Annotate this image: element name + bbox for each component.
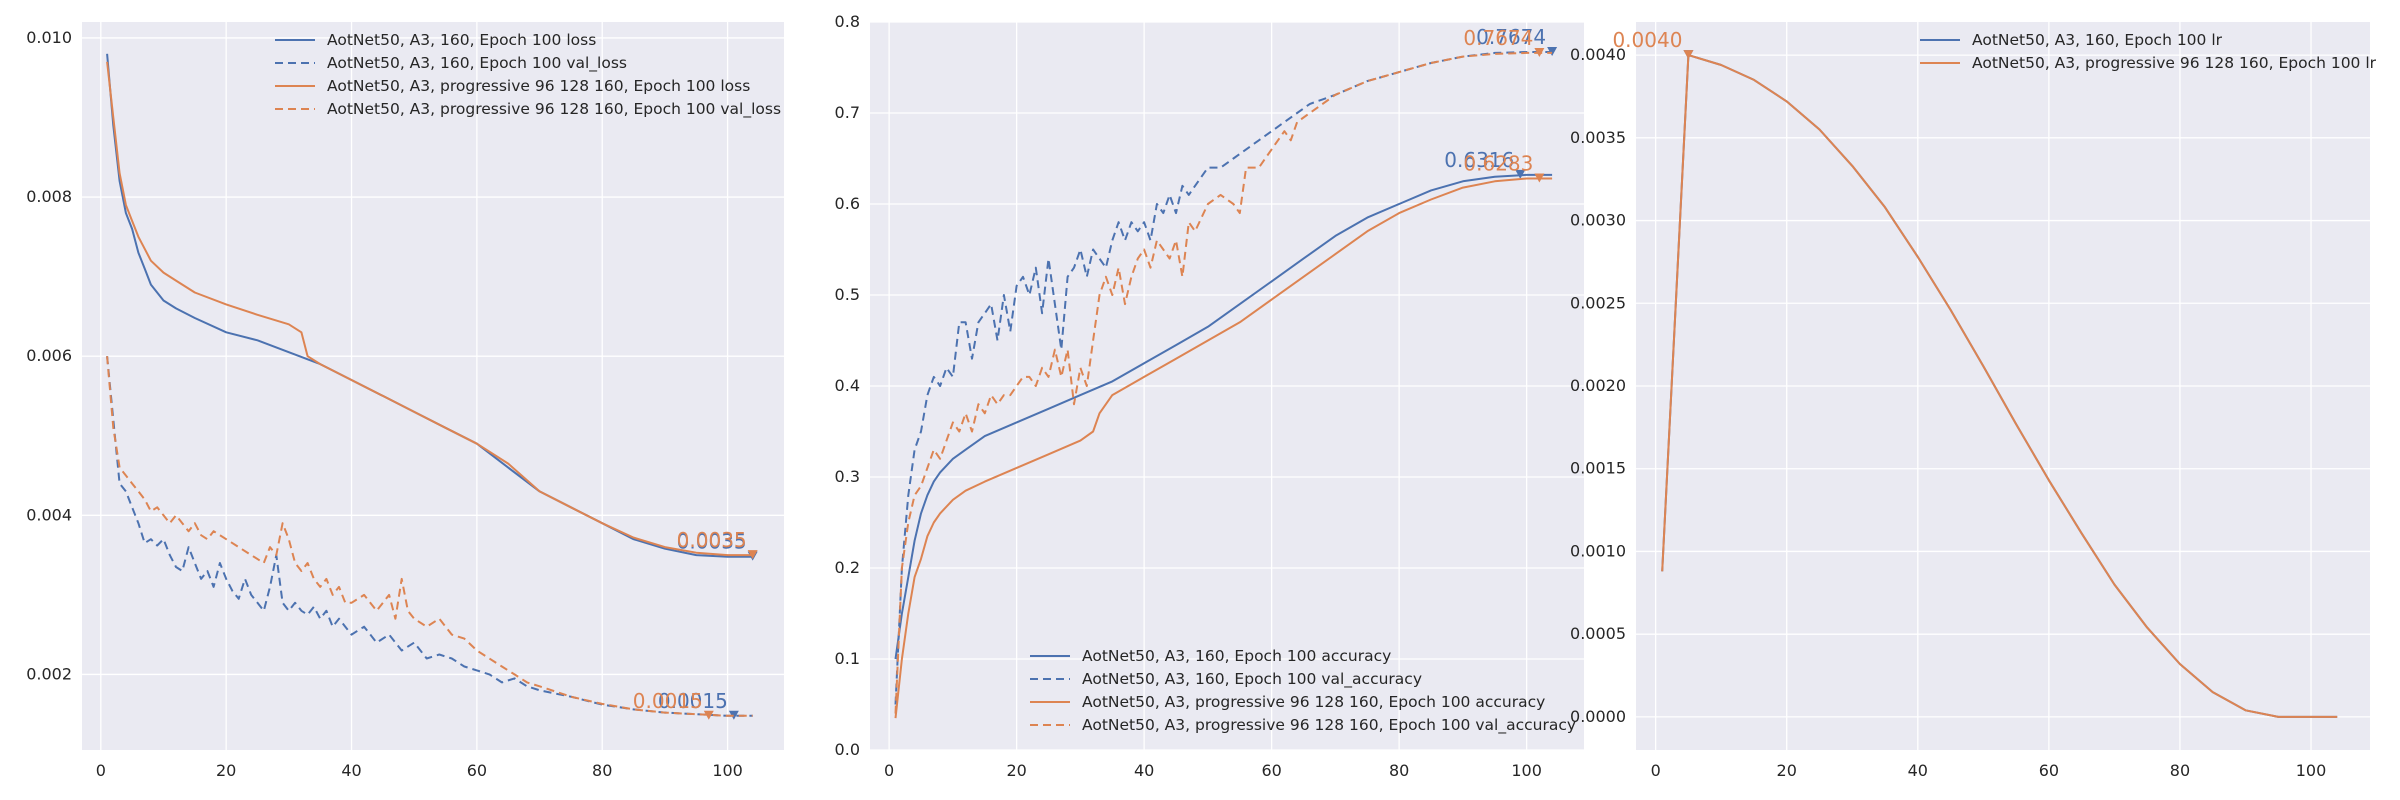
x-tick-label: 40: [1134, 761, 1154, 780]
legend: AotNet50, A3, 160, Epoch 100 lr AotNet50,…: [1920, 31, 2377, 72]
series-end-label: 0.6316: [1444, 148, 1514, 172]
x-tick-label: 0: [884, 761, 894, 780]
legend-entry: AotNet50, A3, progressive 96 128 160, Ep…: [1082, 693, 1545, 711]
series-end-marker: [1683, 50, 1694, 60]
legend: AotNet50, A3, 160, Epoch 100 accuracy Aot…: [1030, 647, 1576, 735]
y-tick-label: 0.7: [835, 103, 860, 122]
series-end-label: 0.7674: [1476, 25, 1546, 49]
series-end-marker: [1534, 47, 1545, 57]
y-tick-label: 0.6: [835, 194, 860, 213]
series-end-label: 0.0035: [677, 530, 747, 554]
legend-entry: AotNet50, A3, 160, Epoch 100 val_accurac…: [1082, 670, 1422, 689]
y-tick-label: 0.0035: [1570, 128, 1626, 147]
series-end-label: 0.0040: [1612, 28, 1682, 52]
series-end-marker: [1515, 169, 1526, 179]
legend-entry: AotNet50, A3, 160, Epoch 100 accuracy: [1082, 647, 1391, 665]
series-end-marker: [747, 550, 758, 560]
y-tick-label: 0.0015: [1570, 459, 1626, 478]
x-tick-label: 60: [467, 761, 487, 780]
chart-panel-3: 0.0000 0.0005 0.0010 0.0015 0.0020 0.0025 0.00…: [1570, 22, 2377, 780]
y-tick-label: 0.2: [835, 558, 860, 577]
legend-entry: AotNet50, A3, 160, Epoch 100 loss: [327, 31, 596, 49]
y-tick-label: 0.0030: [1570, 211, 1626, 230]
x-tick-label: 60: [2039, 761, 2059, 780]
legend-entry: AotNet50, A3, 160, Epoch 100 val_loss: [327, 54, 627, 73]
y-tick-label: 0.1: [835, 649, 860, 668]
series-end-marker: [1534, 173, 1545, 183]
y-tick-label: 0.4: [835, 376, 860, 395]
x-tick-label: 100: [1511, 761, 1542, 780]
y-tick-label: 0.0040: [1570, 45, 1626, 64]
series-end-marker: [1547, 47, 1558, 57]
x-tick-label: 40: [1908, 761, 1928, 780]
x-tick-label: 0: [96, 761, 106, 780]
series-end-label: 0.7674: [1463, 26, 1533, 50]
plot-area: [82, 22, 784, 750]
x-tick-label: 60: [1261, 761, 1281, 780]
x-tick-label: 0: [1651, 761, 1661, 780]
y-tick-label: 0.3: [835, 467, 860, 486]
series-line-2: [106, 356, 753, 717]
x-tick-label: 20: [216, 761, 236, 780]
x-tick-label: 20: [1006, 761, 1026, 780]
x-tick-label: 80: [592, 761, 612, 780]
y-tick-label: 0.010: [26, 28, 72, 47]
legend-entry: AotNet50, A3, 160, Epoch 100 lr: [1972, 31, 2223, 49]
x-tick-label: 100: [2296, 761, 2327, 780]
series-line-1: [894, 173, 1553, 660]
y-tick-label: 0.008: [26, 187, 72, 206]
y-tick-label: 0.0005: [1570, 624, 1626, 643]
y-tick-label: 0.004: [26, 505, 72, 524]
series-line-2: [1661, 54, 2338, 718]
x-tick-label: 20: [1777, 761, 1797, 780]
x-tick-label: 80: [2170, 761, 2190, 780]
legend: AotNet50, A3, 160, Epoch 100 loss AotNet5…: [275, 31, 781, 119]
y-tick-label: 0.0020: [1570, 376, 1626, 395]
series-line-4: [894, 51, 1553, 714]
chart-panel-2: 0.0 0.1 0.2 0.3 0.4 0.5 0.6 0.7 0.8 0 20 40 60 80 100 0…: [835, 12, 1584, 780]
series-line-2: [894, 51, 1553, 705]
series-line-3: [106, 61, 753, 557]
x-tick-label: 100: [712, 761, 743, 780]
y-tick-label: 0.0010: [1570, 541, 1626, 560]
y-tick-label: 0.006: [26, 346, 72, 365]
x-tick-label: 80: [1389, 761, 1409, 780]
series-line-3: [894, 177, 1553, 719]
y-tick-label: 0.8: [835, 12, 860, 31]
y-tick-label: 0.0: [835, 740, 860, 759]
legend-entry: AotNet50, A3, progressive 96 128 160, Ep…: [327, 77, 750, 95]
legend-entry: AotNet50, A3, progressive 96 128 160, Ep…: [1972, 54, 2377, 72]
legend-entry: AotNet50, A3, progressive 96 128 160, Ep…: [327, 100, 781, 119]
y-tick-label: 0.0000: [1570, 707, 1626, 726]
series-end-label: 0.0015: [658, 689, 728, 713]
y-tick-label: 0.002: [26, 664, 72, 683]
series-end-label: 0.0015: [633, 689, 703, 713]
x-tick-label: 40: [341, 761, 361, 780]
series-end-label: 0.6283: [1463, 152, 1533, 176]
series-end-label: 0.0035: [677, 528, 747, 552]
chart-panel-1: 0.002 0.004 0.006 0.008 0.010 0 20 40 60 80 100 0.0…: [26, 22, 784, 780]
legend-entry: AotNet50, A3, progressive 96 128 160, Ep…: [1082, 716, 1576, 735]
series-end-marker: [703, 710, 714, 720]
series-line-4: [106, 356, 753, 717]
y-tick-label: 0.0025: [1570, 293, 1626, 312]
series-end-marker: [728, 710, 739, 720]
y-tick-label: 0.5: [835, 285, 860, 304]
